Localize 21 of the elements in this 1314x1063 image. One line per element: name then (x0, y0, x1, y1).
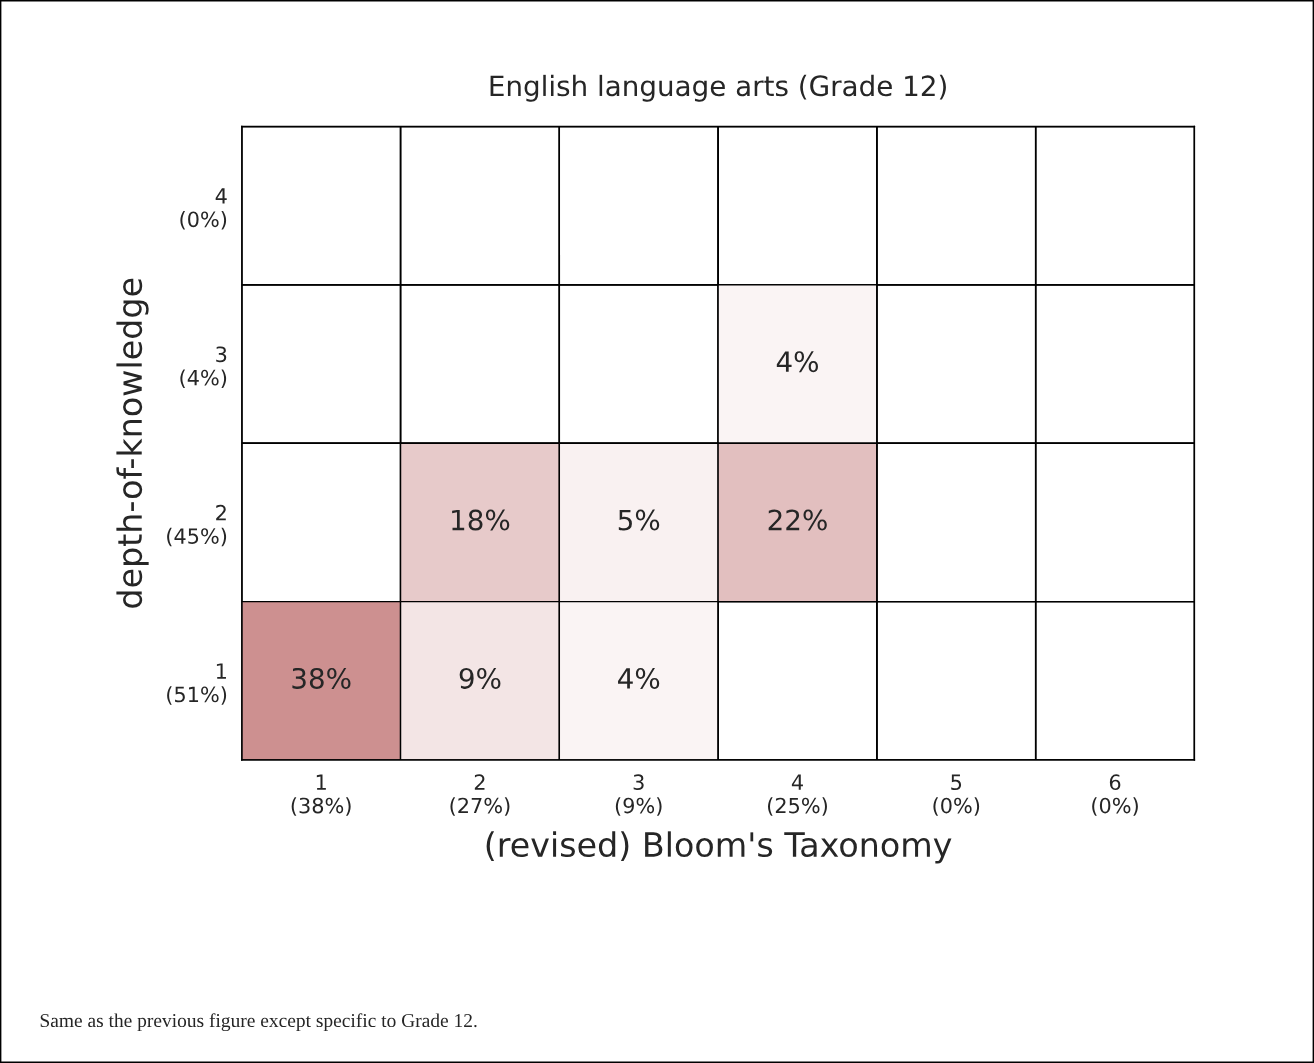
data-label: 4% (776, 351, 818, 373)
x-tick-label: 2 (27%) (450, 774, 510, 816)
y-tick-label: 2 (45%) (167, 504, 227, 547)
x-tick-label: 6 (0%) (1092, 774, 1138, 816)
x-tick-label: 5 (0%) (933, 774, 980, 816)
text: Same as the previous figure except specific to Grade 12. (40, 1013, 477, 1032)
y-axis-title: depth-of-knowledge (116, 278, 149, 608)
data-label: 9% (459, 667, 501, 689)
data-label: 4% (618, 667, 660, 689)
y-tick-label: 1 (51%) (167, 663, 227, 705)
data-label: 5% (618, 509, 660, 531)
data-label: 22% (768, 509, 827, 531)
chart-title: English language arts (Grade 12) (490, 74, 946, 102)
x-tick-label: 4 (25%) (768, 774, 827, 816)
data-label: 38% (292, 667, 351, 689)
y-tick-label: 4 (0%) (180, 188, 227, 230)
x-tick-label: 3 (9%) (615, 774, 662, 816)
y-tick-label: 3 (4%) (180, 346, 227, 388)
x-axis-title: (revised) Bloom's Taxonomy (486, 831, 952, 864)
x-tick-label: 1 (38%) (291, 774, 351, 816)
data-label: 18% (452, 509, 510, 531)
